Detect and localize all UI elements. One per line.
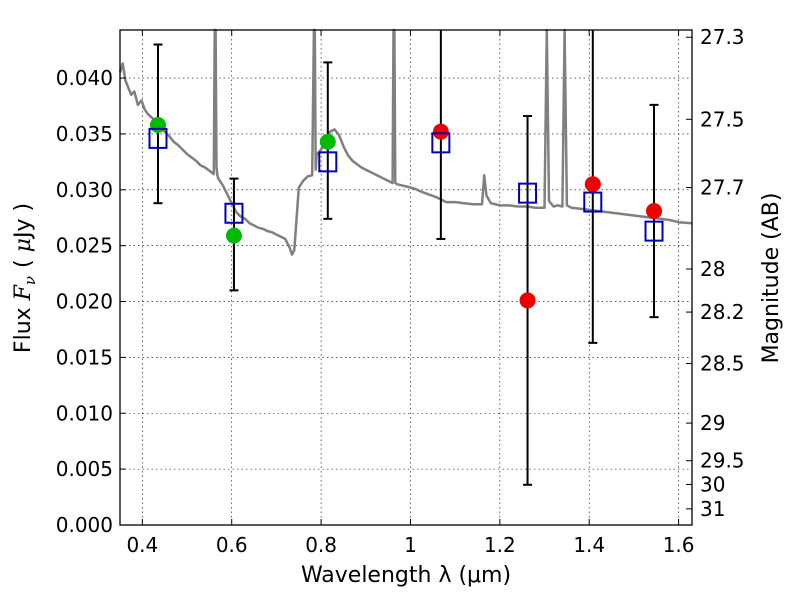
y-tick-label: 0.030 <box>56 178 113 202</box>
x-tick-label: 1.4 <box>573 533 605 557</box>
y-tick-label: 0.015 <box>56 345 113 369</box>
x-tick-label: 1.6 <box>663 533 695 557</box>
y2-tick-label: 28 <box>700 257 725 281</box>
y2-axis-label: Magnitude (AB) <box>759 193 784 364</box>
green-data-point <box>225 227 242 244</box>
markers-layer <box>148 116 664 309</box>
x-tick-label: 0.6 <box>216 533 248 557</box>
model-photometry-box <box>583 191 603 213</box>
y2-tick-label: 30 <box>700 472 725 496</box>
red-data-point <box>432 123 449 140</box>
y-tick-label: 0.020 <box>56 290 113 314</box>
red-data-point <box>519 292 536 309</box>
y-axis-label-paren-close: ) <box>11 203 36 212</box>
model-photometry-box <box>148 127 168 149</box>
y-tick-label: 0.025 <box>56 234 113 258</box>
y-axis-label-unit: Jy <box>11 219 36 241</box>
x-tick-labels: 0.4 0.6 0.8 1 1.2 1.4 1.6 <box>126 533 694 557</box>
y-axis-label-symbol: F <box>11 284 36 301</box>
x-tick-label: 1.2 <box>484 533 516 557</box>
model-photometry-box <box>644 220 664 242</box>
y2-tick-label: 28.2 <box>700 300 745 324</box>
green-data-point <box>319 133 336 150</box>
y2-tick-label: 29.5 <box>700 449 745 473</box>
y2-tick-label: 27.5 <box>700 107 745 131</box>
y-axis-label: Flux Fν ( μJy ) <box>11 203 39 353</box>
y2-tick-label: 28.5 <box>700 351 745 375</box>
y-tick-label: 0.040 <box>56 66 113 90</box>
x-tick-label: 0.4 <box>126 533 158 557</box>
x-axis-label: Wavelength λ (μm) <box>301 563 511 588</box>
red-data-point <box>646 203 663 220</box>
model-photometry-box <box>431 132 451 154</box>
y2-tick-label: 27.3 <box>700 25 745 49</box>
model-photometry-box <box>318 151 338 173</box>
x-tick-label: 0.8 <box>305 533 337 557</box>
x-tick-label: 1 <box>404 533 417 557</box>
y-axis-label-paren-open: ( <box>11 259 36 268</box>
y-tick-label: 0.005 <box>56 457 113 481</box>
y2-tick-label: 27.7 <box>700 176 745 200</box>
red-data-point <box>584 176 601 193</box>
y2-tick-label: 31 <box>700 497 725 521</box>
y-axis-label-subscript: ν <box>21 276 39 285</box>
tick-marks <box>120 30 692 526</box>
green-data-point <box>149 116 166 133</box>
model-spectrum-layer <box>118 28 693 256</box>
y-axis-label-prefix: Flux <box>11 307 36 353</box>
y-tick-label: 0.010 <box>56 401 113 425</box>
y-tick-label: 0.000 <box>56 513 113 537</box>
model-photometry-box <box>518 182 538 204</box>
y-tick-label: 0.035 <box>56 122 113 146</box>
y-tick-labels: 0.000 0.005 0.010 0.015 0.020 0.025 0.030 0.035… <box>56 66 113 537</box>
plot-frame <box>119 29 693 526</box>
model-photometry-box <box>224 202 244 224</box>
model-spectrum-line <box>118 28 693 256</box>
y2-tick-label: 29 <box>700 411 725 435</box>
y-axis-label-mu: μ <box>11 238 36 252</box>
